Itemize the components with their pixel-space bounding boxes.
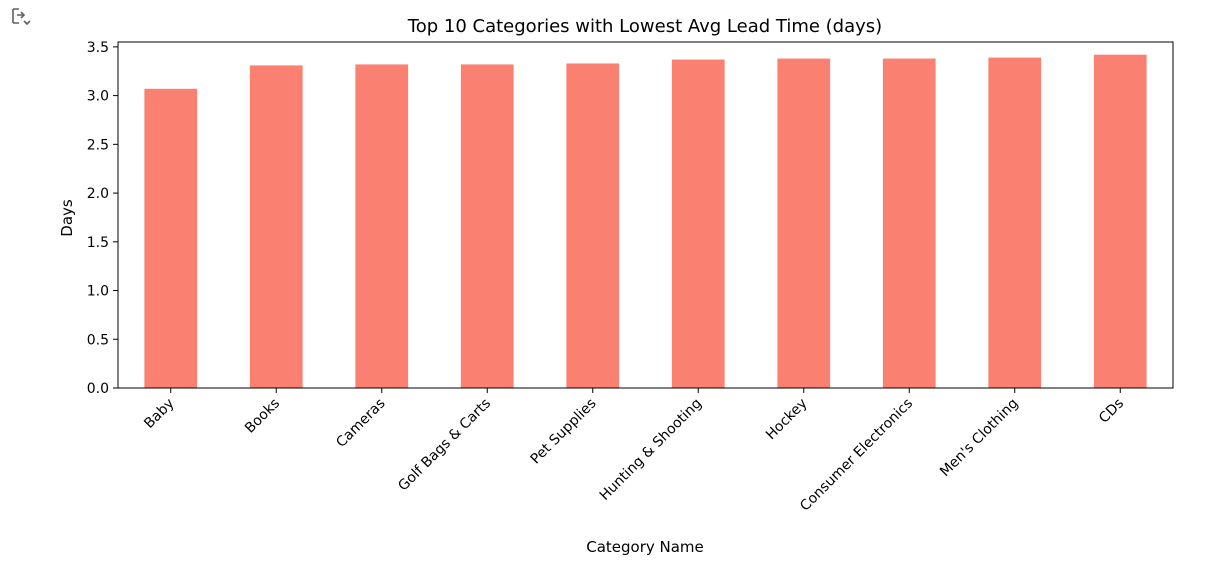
y-tick-label: 1.0 xyxy=(87,284,109,300)
chart-title: Top 10 Categories with Lowest Avg Lead T… xyxy=(407,16,882,37)
x-axis: Baby Books Cameras Golf Bags & Carts Pet Sup… xyxy=(141,388,1127,514)
x-axis-label: Category Name xyxy=(586,538,704,556)
y-tick-label: 1.5 xyxy=(87,235,109,251)
bar xyxy=(355,64,409,388)
x-tick-label: Pet Supplies xyxy=(528,396,600,468)
bar xyxy=(882,58,936,388)
bar xyxy=(249,65,303,389)
y-axis-label: Days xyxy=(58,199,76,237)
output-collapse-icon xyxy=(12,8,31,26)
x-tick-label: CDs xyxy=(1096,396,1127,427)
y-tick-label: 0.0 xyxy=(87,381,109,397)
y-tick-label: 2.5 xyxy=(87,137,109,153)
x-tick-label: Hockey xyxy=(763,396,811,444)
bar xyxy=(671,59,725,388)
y-tick-label: 2.0 xyxy=(87,186,109,202)
y-tick-label: 3.0 xyxy=(87,89,109,105)
y-tick-label: 0.5 xyxy=(87,332,109,348)
x-tick-label: Books xyxy=(242,396,283,437)
output-toggle-button[interactable] xyxy=(10,6,34,30)
bar xyxy=(460,64,514,388)
x-tick-label: Golf Bags & Carts xyxy=(395,396,494,495)
y-tick-label: 3.5 xyxy=(87,40,109,56)
plot-frame xyxy=(117,41,1174,389)
bar xyxy=(777,58,831,388)
bar xyxy=(1093,54,1147,389)
x-tick-label: Hunting & Shooting xyxy=(597,396,705,504)
bar xyxy=(144,88,198,389)
x-tick-label: Baby xyxy=(141,396,177,432)
x-tick-label: Men's Clothing xyxy=(937,396,1021,480)
x-tick-label: Consumer Electronics xyxy=(797,396,916,515)
bar xyxy=(988,57,1042,389)
bars-group xyxy=(144,54,1147,389)
x-tick-label: Cameras xyxy=(333,396,388,451)
y-axis: 0.0 0.5 1.0 1.5 2.0 2.5 3.0 3.5 xyxy=(87,40,118,397)
bar xyxy=(566,63,620,388)
